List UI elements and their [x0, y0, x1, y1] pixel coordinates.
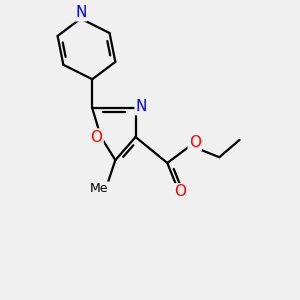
- Text: N: N: [75, 5, 86, 20]
- Text: O: O: [91, 130, 103, 145]
- Text: O: O: [174, 184, 186, 200]
- Text: Me: Me: [90, 182, 109, 196]
- Text: O: O: [189, 135, 201, 150]
- Text: N: N: [136, 99, 147, 114]
